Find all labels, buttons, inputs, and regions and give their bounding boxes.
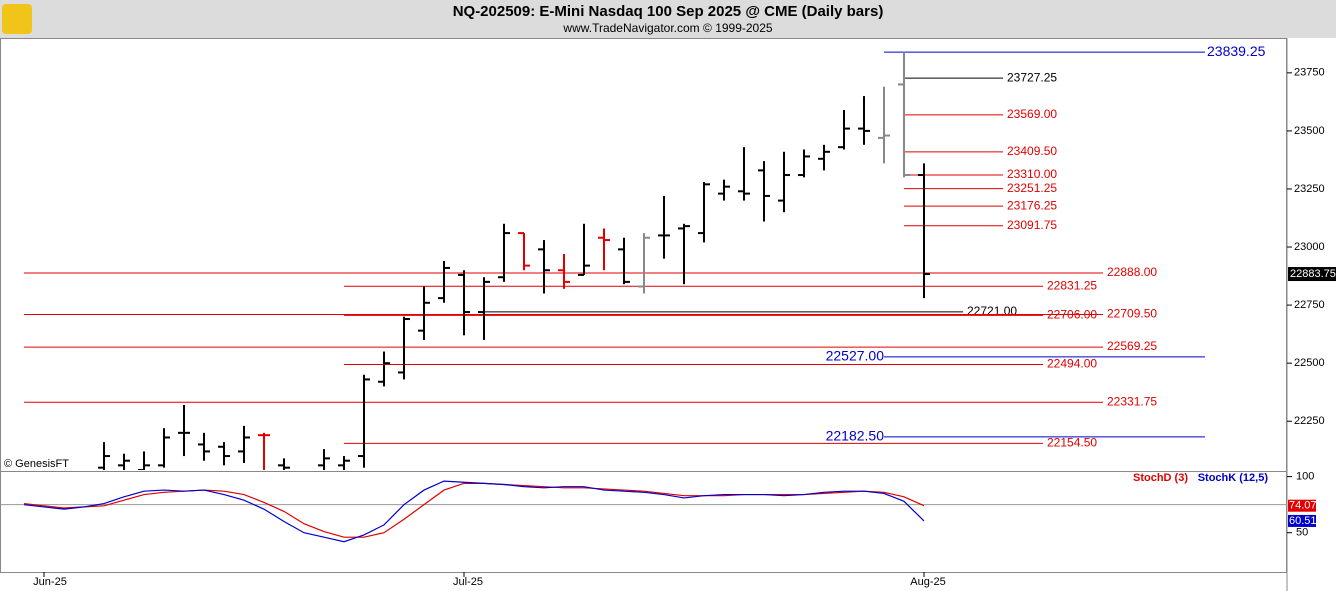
level-label: 23091.75 xyxy=(1007,218,1057,232)
y-tick-label: 23000 xyxy=(1294,241,1325,253)
price-area: 23839.25 23727.25 23569.00 23409.50 23310.00… xyxy=(24,43,1266,470)
level-label: 23176.25 xyxy=(1007,198,1057,212)
level-label: 22709.50 xyxy=(1107,307,1157,321)
level-label: 23251.25 xyxy=(1007,181,1057,195)
stoch-tag-label: 74.07 xyxy=(1289,500,1317,512)
level-label: 22527.00 xyxy=(826,348,885,364)
level-label: 23727.25 xyxy=(1007,70,1057,84)
level-label: 22331.75 xyxy=(1107,394,1157,408)
last-price-tag xyxy=(1288,267,1336,282)
level-label: 22494.00 xyxy=(1047,357,1097,371)
level-label: 22831.25 xyxy=(1047,278,1097,292)
stoch-line xyxy=(23,482,925,538)
chart-title: NQ-202509: E-Mini Nasdaq 100 Sep 2025 @ … xyxy=(453,3,884,20)
lower-panel xyxy=(0,471,1287,573)
header-bg xyxy=(0,0,1336,38)
level-label: 22154.50 xyxy=(1047,436,1097,450)
legend-entry: StochD (3) xyxy=(1133,472,1188,484)
last-price-label: 22883.75 xyxy=(1290,268,1336,280)
legend-entry: StochK (12,5) xyxy=(1198,472,1269,484)
y-tick-label: 22750 xyxy=(1294,299,1325,311)
y-tick-label: 23500 xyxy=(1294,125,1325,137)
logo xyxy=(2,4,32,34)
stoch-tick-label: 50 xyxy=(1296,527,1308,539)
x-tick-label: Jun-25 xyxy=(33,576,67,588)
stoch-tag-label: 60.51 xyxy=(1289,515,1317,527)
level-label: 23839.25 xyxy=(1207,43,1266,59)
chart-subtitle: www.TradeNavigator.com © 1999-2025 xyxy=(562,21,772,35)
watermark: © GenesisFT xyxy=(4,458,69,470)
stoch-area xyxy=(0,480,1287,543)
level-label: 23409.50 xyxy=(1007,144,1057,158)
stoch-tag xyxy=(1288,499,1316,512)
level-label: 22721.00 xyxy=(967,304,1017,318)
y-tick-label: 23750 xyxy=(1294,67,1325,79)
y-tick-label: 23250 xyxy=(1294,183,1325,195)
y-tick-label: 22500 xyxy=(1294,357,1325,369)
level-label: 23569.00 xyxy=(1007,107,1057,121)
level-label: 22569.25 xyxy=(1107,339,1157,353)
stoch-tag xyxy=(1288,514,1316,527)
stoch-tick-label: 100 xyxy=(1296,471,1314,483)
level-label: 22888.00 xyxy=(1107,265,1157,279)
x-tick-label: Jul-25 xyxy=(453,576,483,588)
axes: 22250 22500 22750 23000 23250 23500 23750 22883… xyxy=(33,67,1336,588)
x-tick-label: Aug-25 xyxy=(910,576,945,588)
level-label: 23310.00 xyxy=(1007,167,1057,181)
y-tick-label: 22250 xyxy=(1294,415,1325,427)
level-label: 22182.50 xyxy=(826,428,885,444)
stoch-line xyxy=(23,480,925,543)
